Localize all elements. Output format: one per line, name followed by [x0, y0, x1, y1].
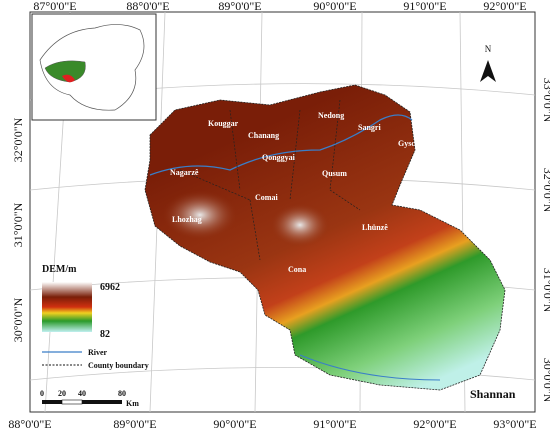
- longitude-label: 88°0'0"E: [8, 417, 51, 431]
- place-name: Kouggar: [208, 119, 239, 128]
- place-name: Qusum: [322, 169, 347, 178]
- inset-highlight: [62, 74, 75, 83]
- scale-unit: Km: [126, 399, 139, 408]
- river: [149, 114, 413, 176]
- latitude-label: 31°0'0"N: [11, 202, 25, 247]
- bottom-longitudes: 88°0'0"E 89°0'0"E 90°0'0"E 91°0'0"E 92°0…: [8, 417, 536, 431]
- place-name: Comai: [255, 193, 278, 202]
- place-name: Sangri: [358, 123, 381, 132]
- highland-shade: [162, 190, 238, 240]
- legend-min: 82: [100, 329, 110, 340]
- legend-ramp: [42, 282, 92, 332]
- place-name: Nagarzê: [170, 168, 199, 177]
- scale-label: 40: [78, 389, 86, 398]
- longitude-label: 92°0'0"E: [413, 417, 456, 431]
- right-latitudes: 33°0'0"N 32°0'0"N 31°0'0"N 30°0'0"N: [541, 78, 550, 403]
- longitude-label: 92°0'0"E: [483, 0, 526, 13]
- longitude-label: 89°0'0"E: [113, 417, 156, 431]
- top-longitudes: 87°0'0"E 88°0'0"E 89°0'0"E 90°0'0"E 91°0…: [33, 0, 526, 13]
- region-dem: [144, 84, 506, 391]
- place-name: Nedong: [318, 111, 344, 120]
- latitude-label: 30°0'0"N: [11, 297, 25, 342]
- north-arrow: [480, 60, 496, 82]
- latitude-label: 31°0'0"N: [541, 268, 550, 313]
- inset-plateau: [44, 60, 86, 83]
- longitude-label: 91°0'0"E: [403, 0, 446, 13]
- longitude-label: 90°0'0"E: [313, 0, 356, 13]
- latitude-label: 30°0'0"N: [541, 358, 550, 403]
- longitude-label: 89°0'0"E: [218, 0, 261, 13]
- legend-river: River: [88, 348, 108, 357]
- place-name: Chanang: [248, 131, 279, 140]
- county-boundary: [179, 99, 361, 261]
- place-name: Lhozhag: [172, 215, 202, 224]
- latitude-label: 33°0'0"N: [541, 78, 550, 123]
- scale-label: 0: [40, 389, 44, 398]
- scale-bar: 0 20 40 80 Km: [40, 389, 139, 408]
- highland-shade: [270, 203, 330, 247]
- left-latitudes: 32°0'0"N 31°0'0"N 30°0'0"N: [11, 117, 25, 342]
- place-name: Lhünzê: [362, 223, 388, 232]
- longitude-label: 88°0'0"E: [126, 0, 169, 13]
- place-name: Cona: [288, 265, 306, 274]
- latitude-label: 32°0'0"N: [541, 168, 550, 213]
- longitude-label: 93°0'0"E: [493, 417, 536, 431]
- longitude-label: 90°0'0"E: [213, 417, 256, 431]
- longitude-label: 87°0'0"E: [33, 0, 76, 13]
- legend-boundary: County boundary: [88, 361, 149, 370]
- scale-label: 80: [118, 389, 126, 398]
- latitude-label: 32°0'0"N: [11, 117, 25, 162]
- scale-label: 20: [58, 389, 66, 398]
- longitude-label: 91°0'0"E: [313, 417, 356, 431]
- place-name: Gysca: [398, 139, 419, 148]
- region-name: Shannan: [470, 387, 516, 401]
- inset-frame: [31, 13, 157, 121]
- place-name: Qonggyai: [262, 153, 296, 162]
- inset-country: [39, 24, 145, 111]
- river: [299, 354, 441, 381]
- legend-max: 6962: [100, 282, 120, 293]
- legend-title: DEM/m: [42, 264, 77, 275]
- place-names: Kouggar Nedong Chanang Sangri Gysca Qong…: [170, 111, 419, 274]
- north-label: N: [485, 44, 492, 54]
